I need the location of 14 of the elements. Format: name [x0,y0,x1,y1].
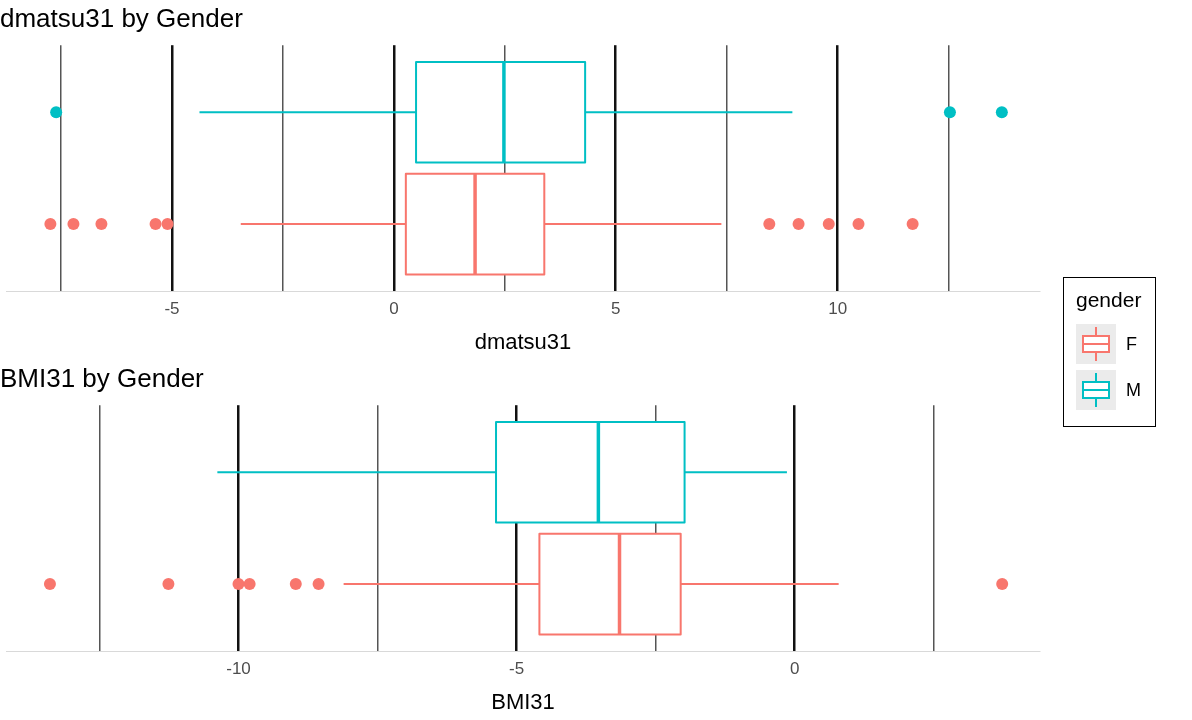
x-axis-title: BMI31 [491,688,555,714]
x-tick-label: 0 [789,659,800,679]
legend-label: F [1126,333,1137,355]
x-tick-label: -5 [164,299,180,319]
x-tick-label: 0 [389,299,399,319]
x-tick-label: -10 [226,659,251,679]
legend-title: gender [1076,288,1142,312]
chart-title: BMI31 by Gender [0,362,205,393]
legend-label: M [1126,379,1141,401]
x-tick-label: -5 [509,659,525,679]
x-tick-label: 10 [828,299,848,319]
chart-title: dmatsu31 by Gender [0,2,244,33]
x-tick-label: 5 [611,299,621,319]
x-axis-title: dmatsu31 [474,328,572,354]
